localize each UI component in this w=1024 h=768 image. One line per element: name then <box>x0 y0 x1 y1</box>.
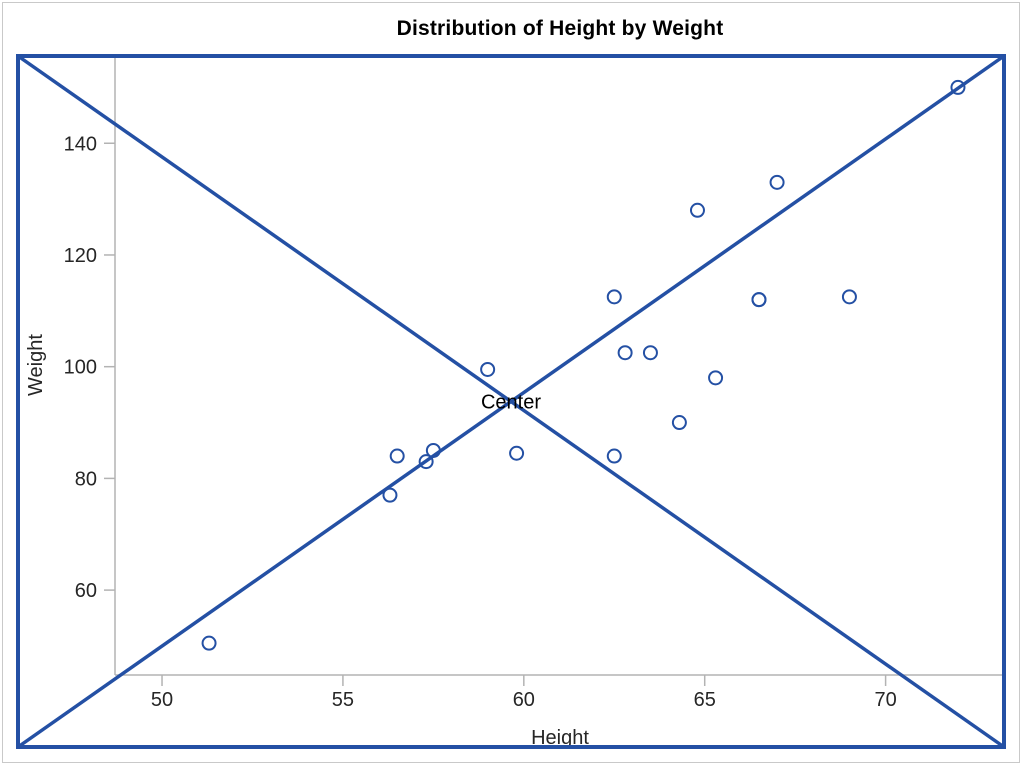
y-tick-label: 60 <box>75 580 97 602</box>
y-tick-label: 100 <box>64 357 97 379</box>
y-tick-label: 120 <box>64 245 97 267</box>
y-axis-title: Weight <box>25 334 47 396</box>
scatter-point <box>480 361 496 377</box>
x-tick-label: 65 <box>694 689 716 711</box>
scatter-point <box>769 174 785 190</box>
scatter-point <box>642 345 658 361</box>
figure-border <box>16 54 1006 749</box>
x-tick-label: 50 <box>151 689 173 711</box>
scatter-point <box>201 635 217 651</box>
x-axis-title: Height <box>531 727 589 749</box>
scatter-point <box>841 289 857 305</box>
scatter-point <box>606 289 622 305</box>
x-tick-label: 60 <box>513 689 535 711</box>
scatter-point <box>689 202 705 218</box>
diagonal-ascending-reference-line <box>16 54 1006 749</box>
x-tick-label: 70 <box>874 689 896 711</box>
scatter-point <box>418 454 434 470</box>
scatter-point <box>389 448 405 464</box>
y-tick-label: 80 <box>75 468 97 490</box>
scatter-point <box>382 487 398 503</box>
scatter-point <box>509 445 525 461</box>
scatter-point <box>671 415 687 431</box>
scatter-point <box>950 79 966 95</box>
scatter-point <box>708 370 724 386</box>
y-tick-label: 140 <box>64 133 97 155</box>
x-tick-label: 55 <box>332 689 354 711</box>
scatter-point <box>425 442 441 458</box>
center-annotation-label: Center <box>481 392 541 414</box>
scatter-point <box>606 448 622 464</box>
chart-title: Distribution of Height by Weight <box>396 17 724 40</box>
scatter-point <box>751 292 767 308</box>
scatter-point <box>617 345 633 361</box>
